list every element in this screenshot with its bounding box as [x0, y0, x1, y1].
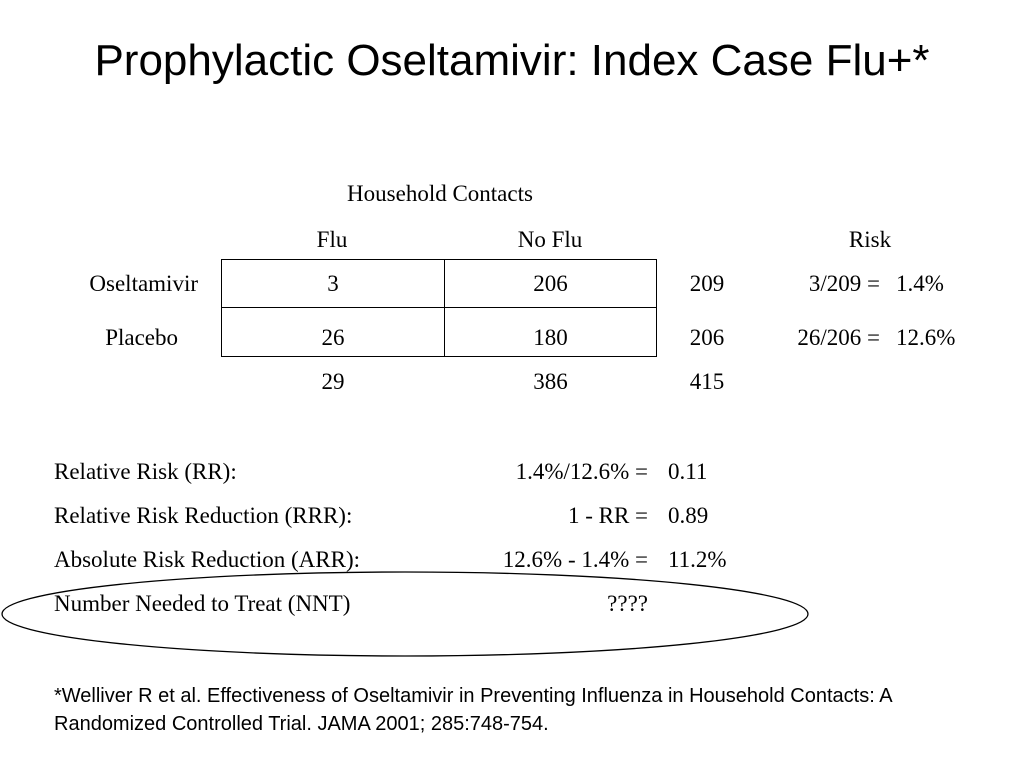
- table-divider-horizontal: [222, 307, 656, 308]
- total-flu: 29: [321, 369, 345, 394]
- measure-formula-nnt: ????: [607, 591, 648, 616]
- row-label-placebo: Placebo: [105, 325, 178, 350]
- measure-label-nnt: Number Needed to Treat (NNT): [54, 591, 351, 616]
- measure-formula-rrr: 1 - RR =: [567, 503, 648, 528]
- measure-label-rr: Relative Risk (RR):: [54, 459, 237, 484]
- total-all: 415: [689, 369, 725, 394]
- cell-placebo-total: 206: [689, 325, 725, 350]
- measure-value-rr: 0.11: [668, 459, 708, 484]
- cell-oseltamivir-risk-fraction: 3/209 =: [808, 271, 880, 296]
- measure-value-rrr: 0.89: [668, 503, 709, 528]
- household-contacts-header: Household Contacts: [347, 181, 533, 206]
- measure-formula-arr: 12.6% - 1.4% =: [502, 547, 648, 572]
- column-header-no-flu: No Flu: [517, 227, 583, 252]
- row-label-oseltamivir: Oseltamivir: [89, 271, 198, 296]
- total-no-flu: 386: [533, 369, 568, 394]
- contingency-table-grid: [221, 259, 657, 357]
- cell-oseltamivir-flu: 3: [327, 271, 339, 296]
- column-header-risk: Risk: [848, 227, 892, 252]
- cell-placebo-risk-fraction: 26/206 =: [797, 325, 880, 350]
- cell-oseltamivir-no-flu: 206: [533, 271, 568, 296]
- cell-oseltamivir-total: 209: [689, 271, 725, 296]
- citation-footnote: *Welliver R et al. Effectiveness of Osel…: [54, 685, 892, 735]
- measure-label-rrr: Relative Risk Reduction (RRR):: [54, 503, 353, 528]
- nnt-highlight-oval: [1, 571, 809, 657]
- measure-value-arr: 11.2%: [668, 547, 727, 572]
- slide-title: Prophylactic Oseltamivir: Index Case Flu…: [94, 36, 930, 85]
- cell-oseltamivir-risk-percent: 1.4%: [896, 271, 944, 296]
- column-header-flu: Flu: [316, 227, 348, 252]
- cell-placebo-risk-percent: 12.6%: [896, 325, 956, 350]
- cell-placebo-no-flu: 180: [533, 325, 568, 350]
- measure-formula-rr: 1.4%/12.6% =: [515, 459, 648, 484]
- measure-label-arr: Absolute Risk Reduction (ARR):: [54, 547, 361, 572]
- table-divider-vertical: [444, 260, 445, 356]
- cell-placebo-flu: 26: [321, 325, 345, 350]
